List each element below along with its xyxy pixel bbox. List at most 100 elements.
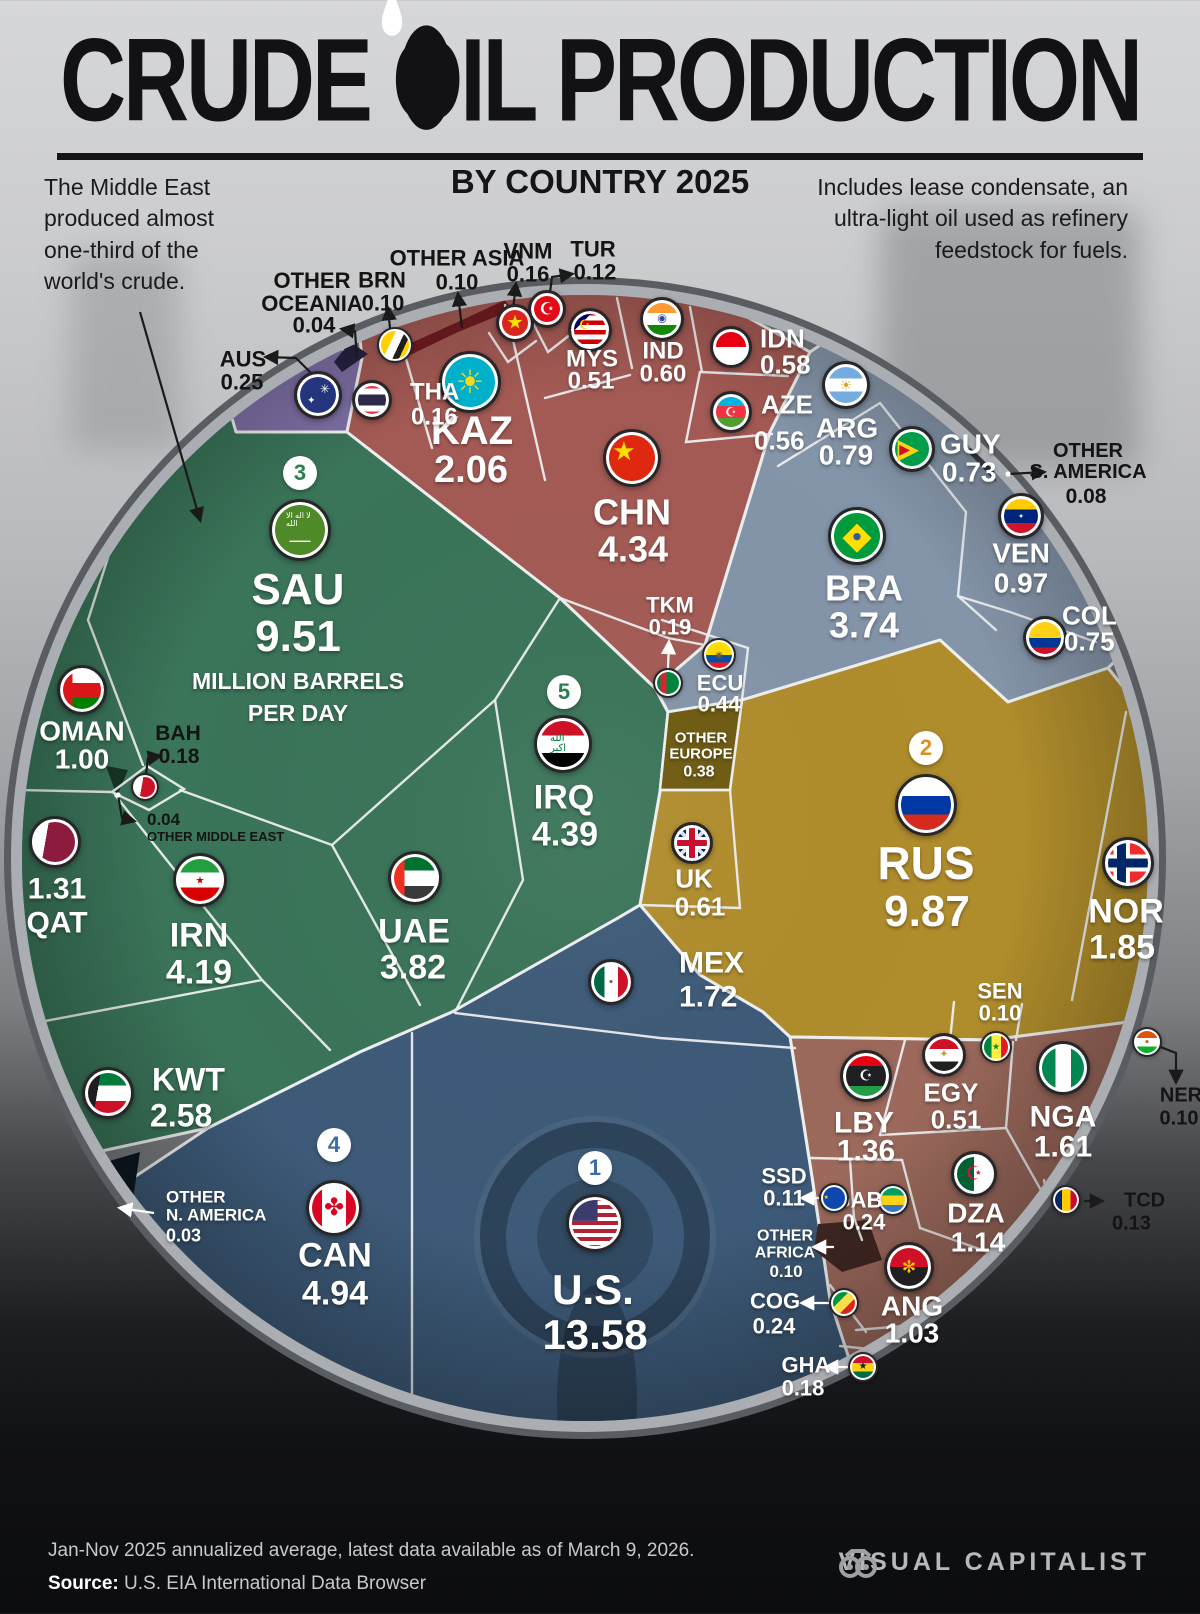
lby-flag-glyph: ☪ (859, 1067, 873, 1085)
footer-source: Source: U.S. EIA International Data Brow… (48, 1573, 426, 1595)
mex-flag-glyph: ● (608, 978, 614, 986)
cell-qat-name: QAT (26, 906, 88, 940)
cell-other-oceania-value: 0.04 (292, 312, 336, 338)
cell-other-africa-name: OTHER AFRICA (754, 1227, 816, 1261)
qat-flag-icon (29, 816, 81, 868)
background-refinery-shape (70, 250, 180, 450)
cell-sau-name: SAU (251, 565, 345, 615)
cell-bra-value: 3.74 (828, 604, 900, 646)
cell-sau-value: 9.51 (255, 612, 341, 662)
right-annotation: Includes lease condensate, an ultra-ligh… (817, 174, 1128, 263)
cell-ner-value: 0.10 (1159, 1107, 1199, 1130)
dza-flag-glyph: ☪ (965, 1163, 983, 1185)
ssd-flag-glyph: ★ (823, 1195, 829, 1201)
cell-other-africa-value: 0.10 (769, 1262, 803, 1282)
cell-other-middle-east-name: OTHER MIDDLE EAST (147, 829, 285, 845)
ang-flag-glyph: ✻ (901, 1257, 917, 1277)
cell-mex-value: 1.72 (679, 980, 738, 1014)
cell-chn-name: CHN (593, 491, 671, 533)
uk-flag-icon (671, 822, 713, 864)
oman-flag-icon (57, 665, 107, 715)
tcd-flag-icon (1051, 1185, 1081, 1215)
rank-badge-3: 3 (283, 456, 317, 490)
cell-other-europe-name: OTHER EUROPE (669, 729, 733, 762)
gha-flag-glyph: ★ (858, 1361, 868, 1372)
u-s-flag-icon (566, 1194, 624, 1252)
cell-other-middle-east-value: 0.04 (147, 810, 181, 830)
egy-flag-icon: ✦ (922, 1033, 966, 1077)
cell-lby-name: LBY (834, 1106, 894, 1140)
cell-tur-name: TUR (570, 236, 616, 262)
cell-rus-name: RUS (877, 837, 975, 890)
cell-bah-value: 0.18 (158, 745, 200, 769)
tha-flag-icon (352, 380, 392, 420)
cell-egy-value: 0.51 (930, 1104, 982, 1135)
bra-flag-glyph: ◆ (842, 515, 872, 557)
cell-oman-name: OMAN (39, 715, 125, 747)
sen-flag-icon: ★ (980, 1031, 1012, 1063)
cell-irn-name: IRN (169, 916, 229, 955)
cell-other-n-america-name: OTHER N. AMERICA (166, 1187, 267, 1224)
mex-flag-icon: ● (588, 959, 634, 1005)
source-label: Source: (48, 1573, 119, 1594)
ner-flag-glyph: ● (1144, 1038, 1150, 1046)
cell-ind-name: IND (642, 337, 684, 365)
aus-flag-glyph: ✳ (319, 382, 330, 397)
cell-aus-value: 0.25 (220, 369, 264, 395)
visual-capitalist-logo-icon (839, 1549, 878, 1578)
cell-nga-name: NGA (1029, 1100, 1097, 1134)
gha-flag-icon: ★ (848, 1352, 878, 1382)
cell-ven-value: 0.97 (993, 567, 1049, 599)
guy-flag-icon: ▶ ▶ (889, 426, 935, 472)
cell-u-s-name: U.S. (552, 1266, 634, 1314)
cell-irn-value: 4.19 (165, 953, 233, 992)
cell-uk-name: UK (675, 863, 713, 894)
cell-ecu-value: 0.44 (697, 691, 741, 717)
cell-idn-value: 0.58 (760, 349, 811, 380)
cell-mex-name: MEX (679, 946, 745, 980)
cell-tha-name: THA (410, 378, 460, 406)
source-text: U.S. EIA International Data Browser (124, 1573, 427, 1594)
cell-arg-name: ARG (815, 412, 879, 444)
cell-ind-value: 0.60 (639, 360, 687, 388)
sen-flag-glyph: ★ (991, 1041, 1001, 1052)
cell-dza-value: 1.14 (950, 1226, 1006, 1258)
cell-arg-value: 0.79 (818, 439, 874, 471)
cell-u-s-value: 13.58 (542, 1311, 648, 1359)
cell-kwt-name: KWT (152, 1061, 225, 1098)
rank-badge-1: 1 (578, 1151, 612, 1185)
ecu-flag-glyph: ◉ (715, 649, 723, 660)
cell-mys-name: MYS (565, 345, 619, 373)
cell-tkm-name: TKM (646, 592, 694, 618)
tur-flag-glyph: ☪ (539, 299, 555, 319)
cell-brn-name: BRN (358, 267, 406, 293)
cell-other-s-america-name: OTHER S. AMERICA (1029, 440, 1147, 483)
cell-irq-value: 4.39 (531, 815, 599, 854)
uae-flag-icon (388, 851, 442, 905)
kwt-flag-icon (82, 1067, 134, 1119)
oil-o-fill (400, 25, 453, 130)
page-subtitle: BY COUNTRY 2025 (450, 163, 750, 200)
kaz-flag-icon: ☀ (439, 351, 501, 413)
cell-ang-name: ANG (880, 1290, 944, 1322)
sau-flag-icon: لا اله الا الله — (269, 499, 331, 561)
page-title: CRUDE OIL PRODUCTION (0, 0, 1200, 149)
ven-flag-glyph: ✦ (1018, 513, 1024, 521)
cell-qat-value: 1.31 (27, 872, 87, 906)
cell-nor-name: NOR (1088, 892, 1164, 931)
cell-gab-value: 0.24 (842, 1209, 886, 1235)
cell-vnm-value: 0.16 (506, 261, 550, 287)
cell-bah-name: BAH (155, 722, 201, 746)
aus-flag-icon: ✳ ✦ (294, 371, 342, 419)
cell-rus-value: 9.87 (884, 887, 970, 937)
nor-flag-icon (1102, 837, 1154, 889)
rank-badge-4: 4 (317, 1128, 351, 1162)
dza-flag-icon: ☪ (951, 1151, 997, 1197)
cell-tcd-name: TCD (1124, 1189, 1166, 1212)
cell-cog-value: 0.24 (752, 1313, 796, 1339)
cell-ssd-name: SSD (761, 1163, 807, 1189)
cell-can-value: 4.94 (301, 1274, 369, 1313)
cell-sen-value: 0.10 (978, 1000, 1022, 1026)
rank-badge-5: 5 (547, 675, 581, 709)
